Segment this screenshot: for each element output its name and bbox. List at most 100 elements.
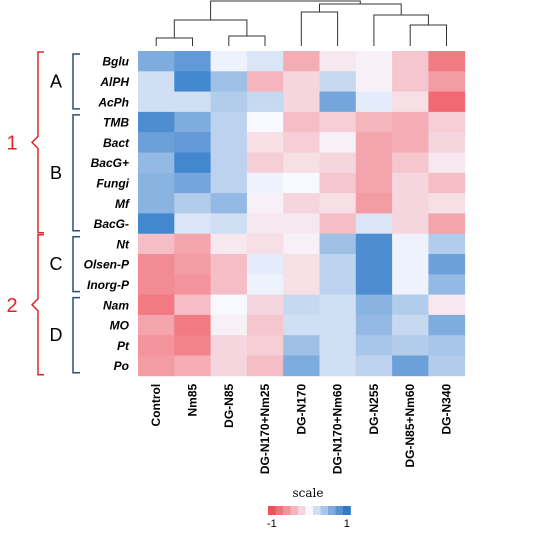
heatmap-cell-Nam-DG-N255 [355,294,393,316]
dendrogram-branch-3 [409,24,447,46]
heatmap-cells [138,51,466,377]
scale-swatch-5 [305,506,314,515]
heatmap-cell-Bact-DG-N170+Nm60 [319,132,357,153]
cluster-label-2: 2 [6,295,17,317]
heatmap-cell-Nam-DG-N85+Nm60 [392,294,429,316]
row-label-Nt: Nt [116,237,130,251]
heatmap-cell-Po-DG-N85+Nm60 [392,355,429,377]
heatmap-cell-Nt-DG-N170 [283,233,320,255]
heatmap-cell-Fungi-DG-N85 [210,172,248,194]
heatmap-cell-Inorg-P-DG-N170 [283,274,320,295]
dendrogram-branch-2 [173,19,248,38]
scale-swatch-3 [290,506,299,515]
heatmap-cell-BacG+-Control [138,152,175,174]
row-label-BacG+: BacG+ [91,156,129,170]
heatmap-cell-Fungi-Control [138,172,175,194]
heatmap-cell-Olsen-P-DG-N170+Nm25 [246,254,284,275]
heatmap-cell-MO-DG-N85 [210,314,248,336]
heatmap-cell-AcPh-DG-N85 [210,91,248,113]
heatmap-cell-Bact-DG-N85+Nm60 [392,132,429,153]
heatmap-cell-Po-Control [138,355,175,377]
heatmap-cell-MO-DG-N340 [428,314,466,336]
group-bracket-C [72,235,80,293]
group-bracket-B [72,114,80,232]
heatmap-cell-TMB-DG-N170 [283,111,320,133]
heatmap-cell-Nt-DG-N170+Nm60 [319,233,357,255]
scale-swatch-6 [313,506,321,515]
heatmap-cell-AcPh-DG-N170 [283,91,320,113]
heatmap-cell-Bact-Control [138,132,175,153]
heatmap-cell-TMB-DG-N340 [428,111,466,133]
heatmap-cell-TMB-DG-N85+Nm60 [392,111,429,133]
row-cluster-brackets: 12 [6,51,44,376]
heatmap-cell-Nt-Nm85 [174,233,211,255]
heatmap-cell-Nam-Nm85 [174,294,211,316]
heatmap-cell-BacG--DG-N85+Nm60 [392,213,429,235]
heatmap-cell-Mf-DG-N255 [355,193,393,214]
heatmap-cell-Mf-DG-N340 [428,193,466,214]
heatmap-cell-Mf-Nm85 [174,193,211,214]
heatmap-cell-BacG+-DG-N255 [355,152,393,174]
row-label-TMB: TMB [103,116,129,130]
heatmap-cell-Pt-DG-N340 [428,335,466,356]
scale-swatch-4 [298,506,306,515]
dendrogram-branch-6 [319,3,402,15]
heatmap-cell-Po-DG-N170+Nm25 [246,355,284,377]
heatmap-cell-Inorg-P-DG-N340 [428,274,466,295]
heatmap-cell-Nam-DG-N85 [210,294,248,316]
scale-swatch-10 [343,506,351,515]
heatmap-cell-TMB-DG-N255 [355,111,393,133]
heatmap-cell-Nt-DG-N255 [355,233,393,255]
heatmap-cell-Inorg-P-DG-N255 [355,274,393,295]
heatmap-cell-Inorg-P-Control [138,274,175,295]
heatmap-cell-BacG--DG-N340 [428,213,466,235]
heatmap-cell-BacG+-DG-N170+Nm25 [246,152,284,174]
cluster-bracket-1 [30,51,44,234]
scale-swatch-9 [335,506,344,515]
heatmap-cell-AcPh-DG-N340 [428,91,466,113]
heatmap-cell-Inorg-P-Nm85 [174,274,211,295]
heatmap-cell-Mf-DG-N170+Nm25 [246,193,284,214]
heatmap-cell-AlPH-DG-N255 [355,71,393,92]
heatmap-cell-Nam-DG-N170+Nm25 [246,294,284,316]
column-label-Control: Control [149,384,163,427]
heatmap-cell-Po-DG-N340 [428,355,466,377]
heatmap-cell-Mf-DG-N85 [210,193,248,214]
heatmap-cell-Bglu-DG-N170+Nm25 [246,51,284,72]
heatmap-cell-Inorg-P-DG-N85 [210,274,248,295]
row-label-Bact: Bact [103,136,130,150]
heatmap-cell-MO-DG-N85+Nm60 [392,314,429,336]
group-label-D: D [50,325,63,345]
row-label-Inorg-P: Inorg-P [87,278,130,292]
group-label-C: C [50,254,63,274]
heatmap-cell-Pt-DG-N255 [355,335,393,356]
heatmap-cell-Bact-DG-N255 [355,132,393,153]
heatmap-cell-AcPh-DG-N255 [355,91,393,113]
heatmap-cell-BacG+-DG-N170 [283,152,320,174]
heatmap-cell-Mf-DG-N170 [283,193,320,214]
heatmap-cell-Inorg-P-DG-N170+Nm25 [246,274,284,295]
heatmap-cell-Nam-DG-N340 [428,294,466,316]
heatmap-cell-Bglu-DG-N255 [355,51,393,72]
heatmap-cell-Nam-DG-N170 [283,294,320,316]
row-label-Mf: Mf [115,197,130,211]
heatmap-cell-AlPH-Nm85 [174,71,211,92]
heatmap-cell-Olsen-P-DG-N255 [355,254,393,275]
heatmap-cell-Bglu-DG-N170 [283,51,320,72]
row-label-AcPh: AcPh [97,95,129,109]
heatmap-cell-Nt-DG-N85 [210,233,248,255]
heatmap-cell-Bglu-DG-N85 [210,51,248,72]
heatmap-cell-Olsen-P-DG-N170 [283,254,320,275]
heatmap-cell-Mf-Control [138,193,175,214]
heatmap-cell-Pt-DG-N170+Nm25 [246,335,284,356]
row-label-Po: Po [114,359,129,373]
heatmap-cell-Bglu-Control [138,51,175,72]
heatmap-cell-Nam-Control [138,294,175,316]
heatmap-cell-AcPh-Nm85 [174,91,211,113]
heatmap-cell-Pt-Control [138,335,175,356]
heatmap-cell-BacG+-DG-N85 [210,152,248,174]
heatmap-cell-Mf-DG-N85+Nm60 [392,193,429,214]
heatmap-cell-BacG--DG-N170+Nm25 [246,213,284,235]
heatmap-cell-Pt-DG-N170 [283,335,320,356]
heatmap-cell-TMB-DG-N170+Nm60 [319,111,357,133]
